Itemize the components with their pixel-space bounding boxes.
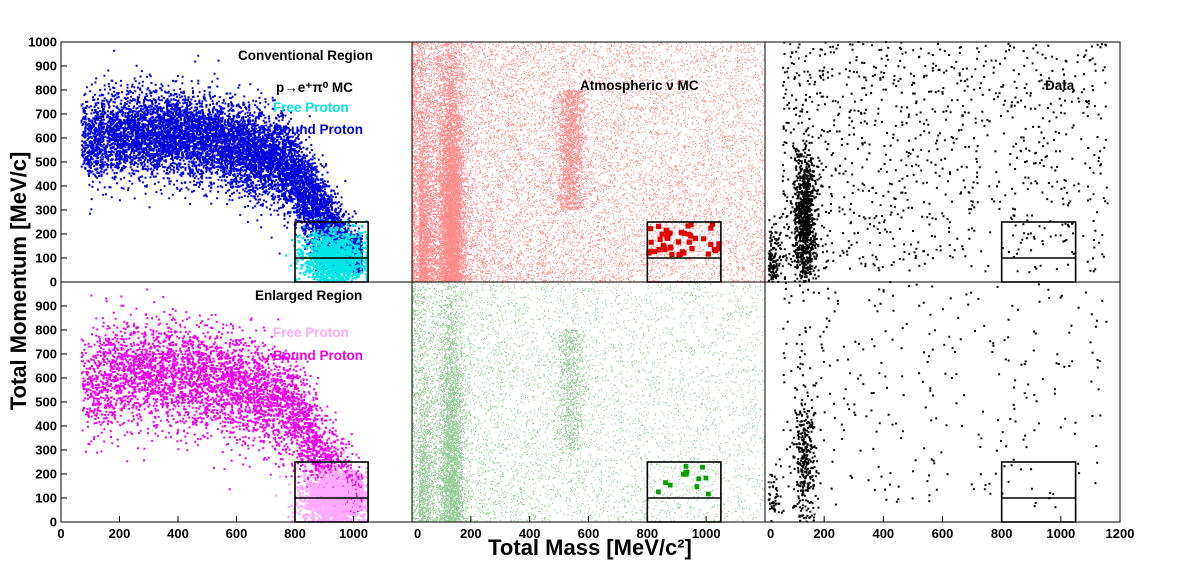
y-tick-label: 0: [50, 515, 57, 530]
y-tick-label: 600: [35, 131, 57, 146]
x-axis-title: Total Mass [MeV/c²]: [488, 535, 692, 560]
legend-free-proton-top: Free Proton: [273, 100, 349, 115]
x-tick-label: 0: [767, 526, 774, 541]
x-tick-label: 0: [57, 526, 64, 541]
y-tick-label: 900: [35, 59, 57, 74]
x-tick-label: 400: [519, 526, 541, 541]
y-tick-label: 1000: [28, 35, 57, 50]
y-tick-label: 0: [50, 275, 57, 290]
tick-layer: 0 100 200 300 400 500 600 700 800 900 1000 0 100 200 3…: [28, 35, 1134, 542]
signal-box: [1000, 221, 1077, 283]
x-tick-label: 0: [414, 526, 421, 541]
y-axis-title: Total Momentum [MeV/c]: [6, 152, 31, 411]
x-tick-label: 1000: [692, 526, 721, 541]
legend-free-proton-bottom: Free Proton: [273, 325, 349, 340]
x-tick-label: 200: [813, 526, 835, 541]
series-selected-green: [656, 464, 711, 497]
x-tick-label: 800: [636, 526, 658, 541]
series-data-bottom: [767, 281, 1108, 523]
y-tick-label: 500: [35, 395, 57, 410]
legend-bound-proton-top: Bound Proton: [273, 122, 363, 137]
series-atmospheric-mc-red: [411, 41, 766, 283]
x-tick-label: 400: [872, 526, 894, 541]
y-tick-label: 800: [35, 83, 57, 98]
panel-frame: [764, 281, 1121, 523]
y-tick-label: 100: [35, 491, 57, 506]
x-tick-label: 800: [284, 526, 306, 541]
x-tick-label: 1000: [339, 526, 368, 541]
series-selected-red: [646, 221, 722, 258]
y-tick-label: 500: [35, 155, 57, 170]
x-tick-label: 600: [932, 526, 954, 541]
x-tick-label: 200: [460, 526, 482, 541]
series-free-proton-bottom: [275, 443, 368, 524]
annotation-data: Data: [1045, 78, 1075, 93]
y-tick-label: 600: [35, 371, 57, 386]
y-tick-label: 300: [35, 203, 57, 218]
annotation-decay-mode: p→e⁺π⁰ MC: [276, 80, 353, 95]
y-tick-label: 300: [35, 443, 57, 458]
y-tick-label: 800: [35, 323, 57, 338]
x-tick-label: 800: [991, 526, 1013, 541]
annotation-conventional-region: Conventional Region: [238, 48, 373, 63]
annotation-atmospheric-mc: Atmospheric ν MC: [580, 78, 699, 93]
series-free-proton-top: [285, 217, 368, 283]
legend-bound-proton-bottom: Bound Proton: [273, 348, 363, 363]
y-tick-label: 900: [35, 299, 57, 314]
x-tick-label: 600: [578, 526, 600, 541]
x-tick-label: 1200: [1106, 526, 1135, 541]
y-tick-label: 400: [35, 179, 57, 194]
series-atmospheric-mc-green: [411, 281, 766, 523]
annotation-enlarged-region: Enlarged Region: [255, 288, 362, 303]
x-tick-label: 1000: [1046, 526, 1075, 541]
y-tick-label: 700: [35, 347, 57, 362]
panel-frame: [411, 281, 766, 523]
y-tick-label: 400: [35, 419, 57, 434]
y-tick-label: 200: [35, 467, 57, 482]
y-tick-label: 700: [35, 107, 57, 122]
x-tick-label: 600: [226, 526, 248, 541]
x-tick-label: 400: [167, 526, 189, 541]
y-tick-label: 200: [35, 227, 57, 242]
signal-box: [1000, 461, 1077, 523]
x-tick-label: 200: [109, 526, 131, 541]
y-tick-label: 100: [35, 251, 57, 266]
